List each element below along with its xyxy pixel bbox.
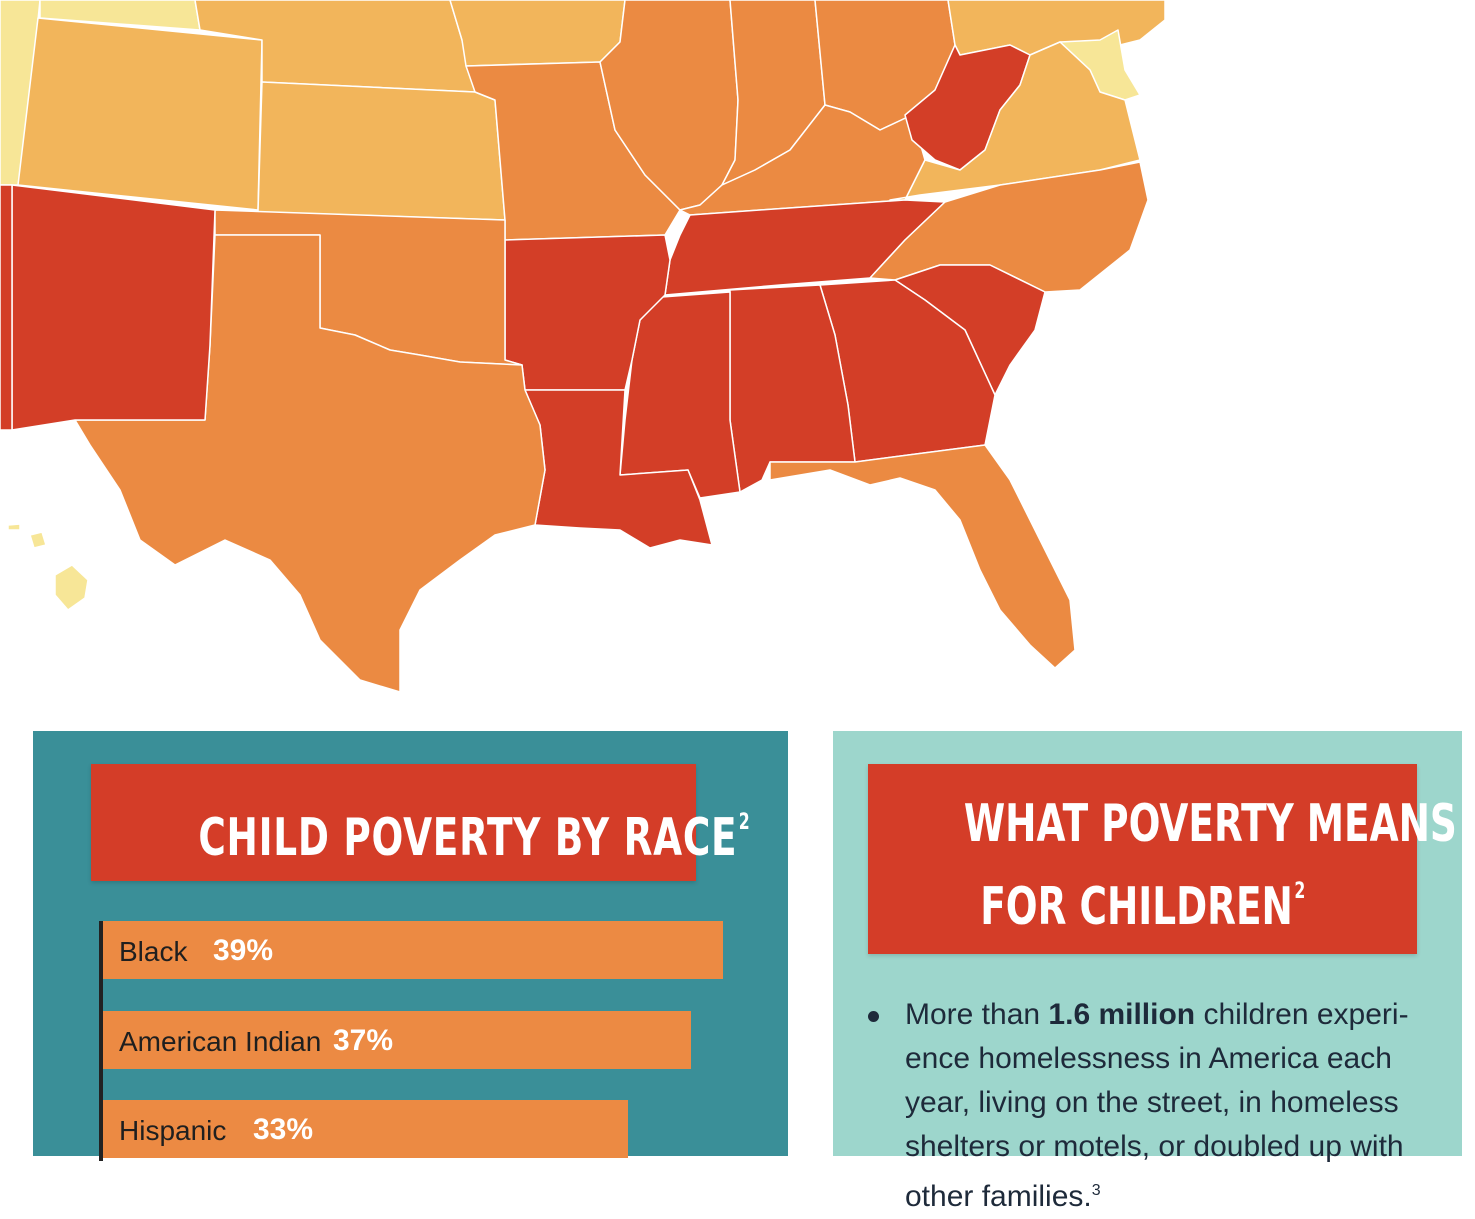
state-texas xyxy=(74,234,546,693)
bar-hispanic: Hispanic 33% xyxy=(103,1100,628,1158)
what-poverty-means-panel: WHAT POVERTY MEANS FOR CHILDREN2 More th… xyxy=(833,731,1462,1213)
state-new-mexico xyxy=(11,184,216,431)
state-virginia xyxy=(889,41,1141,201)
bar-category-label: American Indian xyxy=(119,1026,322,1057)
state-north-carolina xyxy=(869,161,1149,293)
state-hawaii xyxy=(54,564,89,611)
homelessness-bullet: More than 1.6 million children experi-en… xyxy=(905,993,1445,1219)
chart-axis-line xyxy=(99,921,103,1161)
state-hawaii-islet-2 xyxy=(7,523,21,531)
bullet-highlight: 1.6 million xyxy=(1048,998,1196,1031)
bar-value-label: 37% xyxy=(333,1024,394,1057)
child-poverty-by-race-panel: CHILD POVERTY BY RACE2 Black 39% American … xyxy=(33,731,788,1161)
state-colorado xyxy=(17,17,263,211)
state-hawaii-islet-1 xyxy=(29,531,47,549)
us-poverty-map xyxy=(0,0,1166,693)
race-panel-title: CHILD POVERTY BY RACE2 xyxy=(91,764,750,881)
bar-value-label: 39% xyxy=(213,934,274,967)
bar-value-label: 33% xyxy=(253,1113,314,1146)
bar-american-indian: American Indian 37% xyxy=(103,1011,691,1069)
state-iowa xyxy=(449,0,626,67)
means-title-line2: FOR CHILDREN xyxy=(979,877,1293,938)
state-florida xyxy=(769,444,1076,669)
race-title-text: CHILD POVERTY BY RACE xyxy=(198,808,738,869)
means-title-line1: WHAT POVERTY MEANS xyxy=(963,794,1457,854)
bar-black: Black 39% xyxy=(103,921,723,979)
means-panel-title: WHAT POVERTY MEANS FOR CHILDREN2 xyxy=(868,764,1457,954)
state-arizona-edge xyxy=(0,184,13,431)
bullet-prefix: More than xyxy=(905,998,1049,1031)
state-kansas xyxy=(257,81,506,221)
bullet-footnote: 3 xyxy=(1091,1182,1101,1199)
race-title-footnote: 2 xyxy=(738,810,751,835)
bullet-icon xyxy=(868,1011,879,1022)
means-title-footnote: 2 xyxy=(1294,879,1306,904)
bar-category-label: Hispanic xyxy=(119,1115,227,1146)
bar-category-label: Black xyxy=(119,936,188,967)
